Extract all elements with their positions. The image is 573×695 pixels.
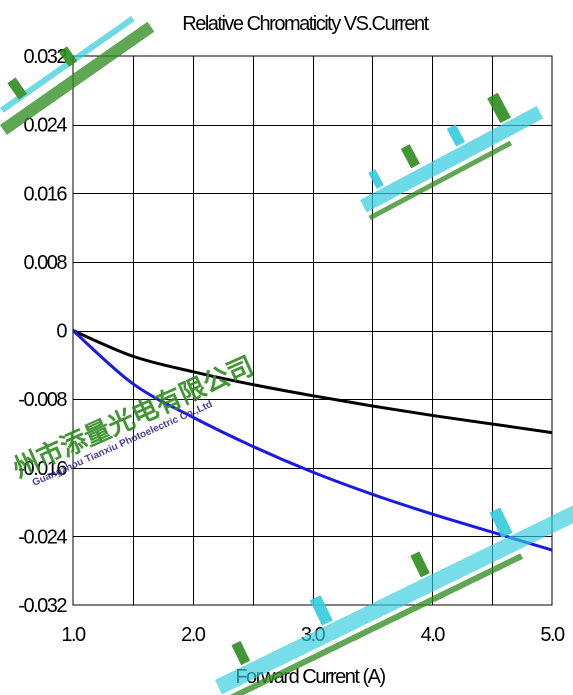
watermark-logo-top	[360, 92, 544, 221]
watermark-logo-bottom	[214, 504, 573, 695]
y-tick-label: -0.016	[18, 458, 67, 480]
x-tick-label: 1.0	[61, 624, 86, 646]
x-tick-label: 2.0	[181, 624, 206, 646]
y-axis-ticks: 0.032 0.024 0.016 0.008 0 -0.008 -0.016 -0.024 -…	[18, 46, 69, 617]
y-tick-label: -0.024	[18, 526, 67, 548]
y-tick-label: -0.032	[18, 595, 67, 617]
x-axis-title: Forward Current (A)	[235, 666, 385, 688]
grid	[72, 55, 553, 606]
y-tick-label: 0	[56, 321, 67, 343]
series-line-2	[72, 329, 553, 552]
y-tick-label: 0.024	[23, 115, 67, 137]
x-tick-label: 5.0	[540, 624, 565, 646]
y-tick-label: 0.032	[23, 46, 67, 68]
chart-title: Relative Chromaticity VS.Current	[182, 13, 429, 35]
y-tick-label: 0.016	[23, 183, 67, 205]
x-tick-label: 4.0	[421, 624, 446, 646]
y-tick-label: 0.008	[23, 252, 67, 274]
series-layer	[72, 329, 553, 552]
watermark-logo-topleft	[0, 16, 155, 135]
series-line-1	[72, 329, 553, 435]
y-tick-label: -0.008	[18, 389, 67, 411]
